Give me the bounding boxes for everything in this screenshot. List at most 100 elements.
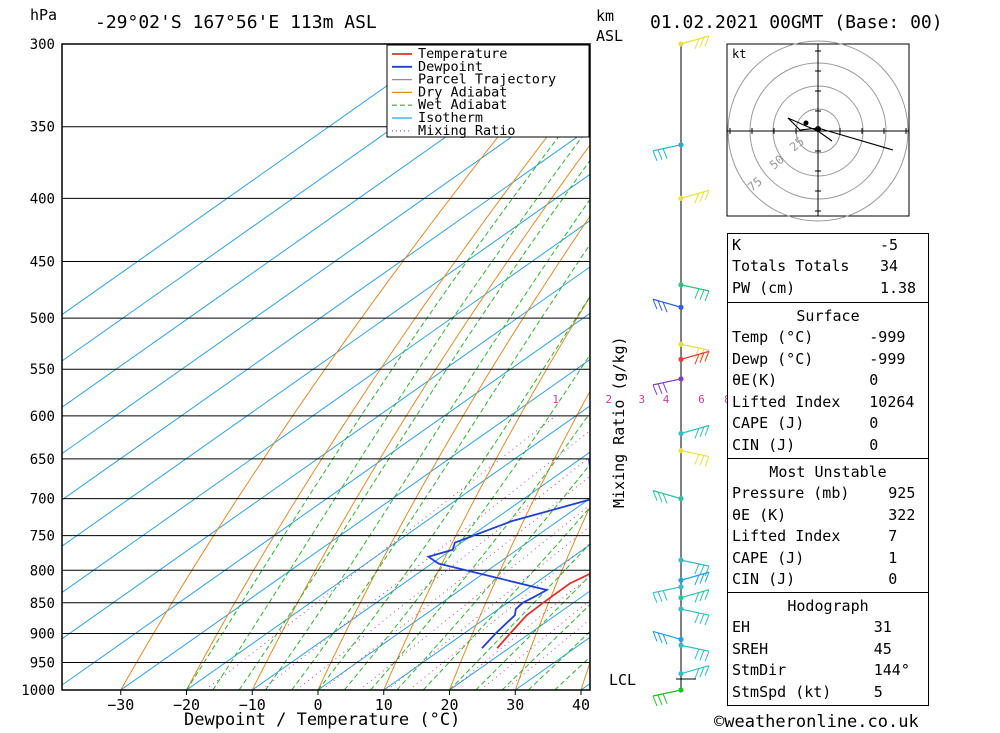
wind-barb-flag [694, 428, 700, 439]
hodo-row: EH 31 [728, 617, 928, 639]
wind-barb-flag [699, 455, 705, 466]
wind-barb-flag [652, 631, 658, 642]
wind-barb-flag [694, 668, 700, 679]
dry-adiabat-line [251, 144, 590, 690]
wind-barb-flag [652, 592, 658, 603]
mu-label: Pressure (mb) [732, 484, 850, 503]
surface-label: CIN (J) [732, 435, 796, 454]
mu-value: 7 [888, 527, 898, 546]
wind-barb-dot [678, 356, 684, 362]
hodograph-stats-box: Hodograph EH 31 SREH 45 StmDir 144° StmSpd … [727, 592, 929, 706]
wind-barb-dot [678, 430, 684, 437]
wind-barb-dot [678, 642, 684, 648]
most-unstable-title: Most Unstable [769, 462, 887, 481]
surface-value: 0 [869, 435, 879, 454]
wind-barb-dot [678, 496, 684, 502]
wind-barb-flag [704, 589, 710, 600]
location-title: -29°02'S 167°56'E 113m ASL [95, 12, 377, 33]
wet-adiabat-line [422, 506, 590, 690]
wind-barb [652, 586, 682, 594]
isotherm-line [62, 81, 590, 455]
wind-barb-flag [657, 149, 663, 160]
wind-barb-flag [704, 456, 710, 467]
wind-barb-flag [694, 612, 700, 624]
wind-barb-flag [662, 148, 668, 159]
legend-label: Dry Adiabat [418, 84, 507, 100]
wind-barb-flag [699, 613, 705, 625]
wind-barb-flag [699, 37, 705, 48]
wind-barb-dot [678, 584, 684, 590]
hodo-label: StmSpd (kt) [732, 682, 832, 701]
index-value: -5 [879, 235, 898, 254]
km-unit: km [596, 7, 615, 25]
pressure-tick-label: 800 [30, 563, 55, 579]
isotherm-line [62, 44, 447, 316]
index-value: 34 [879, 257, 898, 276]
mixing-ratio-label: 2 [606, 393, 613, 406]
mu-value: 322 [888, 505, 916, 524]
wind-barb-flag [652, 384, 658, 396]
wind-barb-flag [657, 632, 663, 644]
mu-label: θE (K) [732, 505, 787, 524]
mu-row: CAPE (J) 1 [728, 547, 928, 569]
most-unstable-table: Most Unstable Pressure (mb) 925 θE (K) 322… [728, 461, 928, 590]
hodo-value: 5 [873, 682, 883, 701]
pressure-tick-label: 650 [30, 452, 55, 468]
mu-row: Lifted Index 7 [728, 526, 928, 548]
plot-frame [61, 43, 591, 691]
wind-barb-flag [699, 426, 705, 438]
isotherm-line [62, 173, 590, 547]
wind-barb [680, 559, 710, 567]
wind-barb-flag [694, 38, 700, 50]
mixing-ratio-line [386, 525, 590, 690]
wind-barb-flag [652, 695, 658, 707]
wind-barb-flag [704, 190, 710, 201]
surface-row: CIN (J) 0 [728, 434, 928, 456]
wind-barb-flag [704, 651, 710, 662]
surface-box: Surface Temp (°C) -999 Dewp (°C) -999 θE(K… [727, 302, 929, 459]
wet-adiabat-line [396, 463, 590, 690]
indices-table: K -5 Totals Totals 34 PW (cm) 1.38 [728, 234, 928, 299]
surface-title: Surface [796, 306, 860, 325]
pressure-tick-label: 300 [30, 37, 55, 53]
wind-barb-flag [694, 347, 700, 359]
hodograph-stats-title: Hodograph [787, 596, 869, 615]
mu-label: CAPE (J) [732, 548, 805, 567]
wind-barb-flag [694, 454, 700, 465]
wind-barb-dot [678, 595, 684, 601]
km-asl-label: km ASL [596, 6, 623, 46]
legend-label: Parcel Trajectory [418, 72, 556, 88]
mixing-ratio-label: 6 [698, 393, 705, 406]
hodograph-unit: kt [732, 47, 746, 61]
pressure-unit-label: hPa [30, 6, 58, 24]
indices-box: K -5 Totals Totals 34 PW (cm) 1.38 [727, 233, 929, 303]
isotherm-line [62, 312, 590, 686]
surface-label: CAPE (J) [732, 414, 805, 433]
mixing-ratio-line [261, 430, 590, 690]
wind-barb-flag [704, 351, 710, 362]
wind-barb-dot [678, 447, 684, 454]
legend-label: Wet Adiabat [418, 97, 507, 113]
wind-barb [680, 343, 710, 351]
wind-barb [680, 665, 710, 675]
index-row: PW (cm) 1.38 [728, 277, 928, 299]
x-tick-label: 0 [313, 696, 322, 714]
wind-barb-flag [657, 383, 663, 395]
wind-barb-dot [678, 606, 684, 612]
wind-barb-flag [694, 574, 700, 586]
isotherm-line [62, 44, 579, 408]
wind-barb [680, 189, 710, 199]
wind-barb-flag [699, 590, 705, 602]
legend-label: Dewpoint [418, 59, 483, 75]
wind-barb-flag [652, 490, 658, 501]
mu-value: 0 [888, 570, 898, 589]
mu-row: CIN (J) 0 [728, 569, 928, 591]
wind-barb-flag [657, 300, 663, 311]
wind-barb-dot [678, 195, 684, 201]
wind-barb-flag [652, 299, 658, 310]
dry-adiabat-line [317, 215, 590, 690]
pressure-tick-label: 400 [30, 191, 55, 207]
hodo-label: StmDir [732, 661, 787, 680]
mu-value: 1 [888, 548, 898, 567]
wind-barb [680, 644, 710, 652]
